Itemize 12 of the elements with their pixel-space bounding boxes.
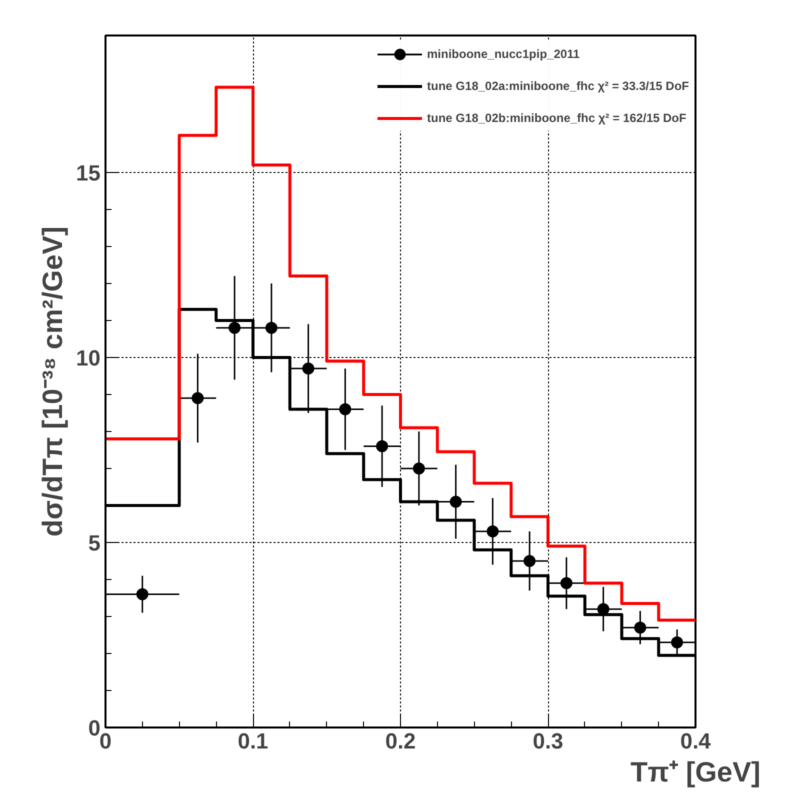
y-tick-label: 5 — [88, 530, 101, 556]
x-tick-label: 0.4 — [680, 728, 712, 754]
x-tick-label: 0.1 — [238, 728, 268, 754]
legend-label: miniboone_nucc1pip_2011 — [427, 47, 580, 61]
x-axis-title: Tπ⁺ [GeV] — [630, 756, 760, 788]
y-tick-label: 15 — [76, 160, 101, 186]
y-axis-title: dσ/dTπ [10⁻³⁸ cm²/GeV] — [37, 226, 68, 537]
y-tick-label: 10 — [76, 345, 101, 370]
x-tick-label: 0.3 — [532, 728, 564, 754]
x-tick-label: 0.2 — [385, 728, 416, 754]
legend-label: tune G18_02a:miniboone_fhc χ² = 33.3/15 DoF — [427, 79, 689, 93]
legend-label: tune G18_02b:miniboone_fhc χ² = 162/15 DoF — [427, 111, 686, 125]
